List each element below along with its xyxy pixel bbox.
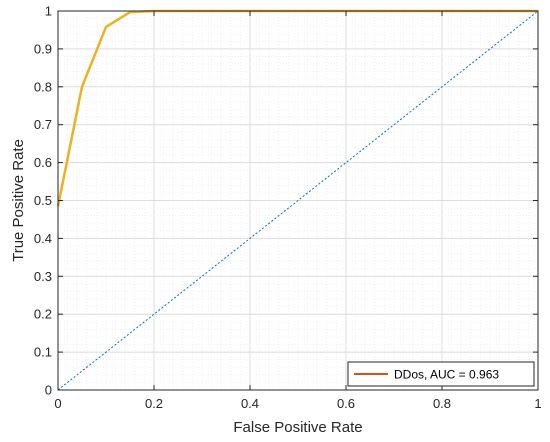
y-tick-label: 1 (45, 4, 52, 19)
x-tick-label: 0.6 (337, 396, 355, 411)
y-tick-label: 0 (45, 383, 52, 398)
x-tick-label: 0.8 (433, 396, 451, 411)
x-tick-label: 0.2 (145, 396, 163, 411)
x-tick-label: 0 (54, 396, 61, 411)
grid (57, 10, 539, 391)
y-tick-labels: 0 0.1 0.2 0.3 0.4 0.5 0.6 0.7 0.8 0.9 1 (34, 4, 52, 398)
y-tick-label: 0.5 (34, 193, 52, 208)
x-tick-labels: 0 0.2 0.4 0.6 0.8 1 (54, 396, 541, 411)
y-tick-label: 0.7 (34, 117, 52, 132)
x-tick-label: 0.4 (241, 396, 259, 411)
y-tick-label: 0.9 (34, 41, 52, 56)
x-tick-label: 1 (534, 396, 541, 411)
legend: DDos, AUC = 0.963 (347, 361, 535, 387)
y-tick-label: 0.6 (34, 155, 52, 170)
chance-diagonal-line (57, 10, 539, 391)
y-tick-label: 0.1 (34, 345, 52, 360)
ticks (57, 10, 539, 391)
y-axis-label: True Positive Rate (10, 139, 27, 262)
y-tick-label: 0.3 (34, 269, 52, 284)
y-tick-label: 0.4 (34, 231, 52, 246)
y-tick-label: 0.2 (34, 307, 52, 322)
legend-entry-label: DDos, AUC = 0.963 (394, 368, 499, 382)
x-axis-label: False Positive Rate (233, 419, 362, 436)
y-tick-label: 0.8 (34, 79, 52, 94)
